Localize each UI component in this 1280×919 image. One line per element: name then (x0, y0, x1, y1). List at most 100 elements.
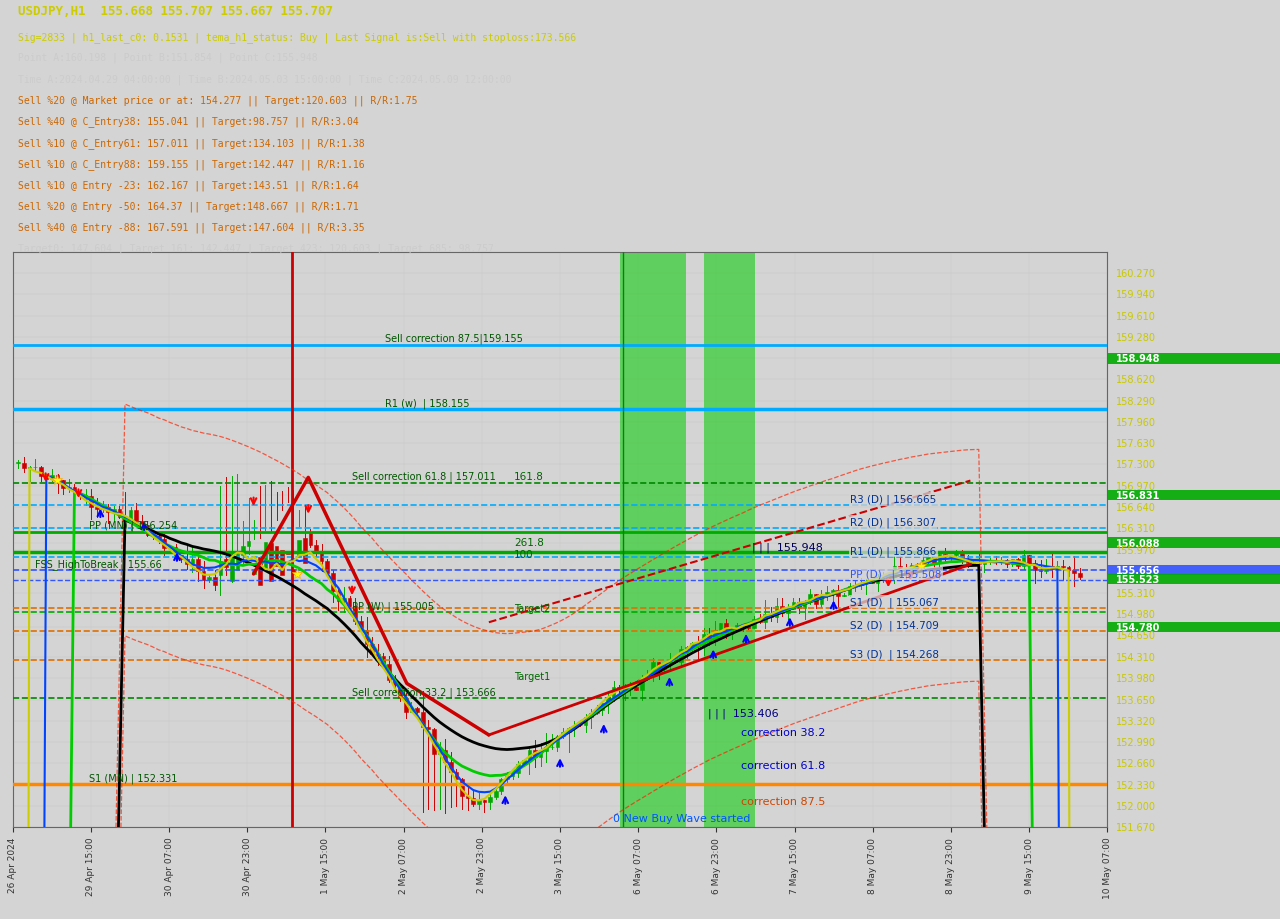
Bar (483, 800, 486, 802)
Bar (904, 570, 908, 574)
Bar (67, 487, 70, 489)
Bar (365, 630, 369, 644)
Bar (572, 725, 576, 729)
Bar (837, 591, 840, 596)
Bar (948, 556, 952, 557)
Bar (516, 764, 520, 774)
Text: MARKETZI TRADE: MARKETZI TRADE (300, 542, 820, 595)
Bar (494, 790, 498, 798)
Bar (433, 730, 435, 754)
Bar (876, 578, 879, 584)
Bar (730, 630, 733, 634)
Text: 155.970: 155.970 (1116, 546, 1156, 555)
Bar (652, 663, 655, 675)
Bar (882, 575, 884, 578)
Text: 157.960: 157.960 (1116, 417, 1156, 427)
Bar (1005, 561, 1009, 564)
Bar (511, 774, 515, 776)
Text: Sell %20 @ Entry -50: 164.37 || Target:148.667 || R/R:1.71: Sell %20 @ Entry -50: 164.37 || Target:1… (18, 201, 358, 211)
Bar (454, 772, 458, 779)
Bar (704, 253, 755, 827)
Bar (101, 508, 105, 509)
Bar (758, 619, 762, 622)
Bar (443, 750, 447, 762)
Bar (617, 687, 621, 689)
Bar (292, 570, 296, 574)
Bar (763, 614, 767, 622)
Text: 155.656: 155.656 (1116, 566, 1160, 575)
Bar (870, 581, 874, 584)
Bar (937, 554, 941, 563)
Bar (320, 552, 324, 562)
Bar (184, 559, 188, 564)
Text: 158.620: 158.620 (1116, 375, 1156, 385)
Text: 154.980: 154.980 (1116, 609, 1156, 619)
Bar (628, 686, 632, 689)
Bar (662, 664, 666, 669)
Bar (404, 698, 407, 712)
Bar (241, 546, 244, 555)
Text: Sell %10 @ C_Entry88: 159.155 || Target:142.447 || R/R:1.16: Sell %10 @ C_Entry88: 159.155 || Target:… (18, 159, 365, 170)
Bar (774, 606, 778, 618)
Text: 152.990: 152.990 (1116, 737, 1156, 747)
Bar (22, 463, 26, 468)
Bar (95, 507, 99, 509)
Bar (797, 603, 801, 608)
Text: 159.280: 159.280 (1116, 333, 1156, 343)
Bar (1061, 566, 1065, 568)
Bar (965, 561, 969, 563)
Bar (297, 540, 301, 557)
Bar (943, 554, 947, 557)
Bar (1016, 559, 1020, 566)
Text: 153.320: 153.320 (1116, 716, 1156, 726)
Text: S1 (MN) | 152.331: S1 (MN) | 152.331 (90, 773, 178, 783)
Bar (556, 736, 559, 747)
Bar (140, 522, 143, 526)
Bar (1044, 566, 1048, 572)
Bar (701, 634, 705, 647)
Bar (118, 510, 122, 517)
Bar (38, 467, 42, 477)
Bar (753, 619, 756, 628)
Text: USDJPY,H1  155.668 155.707 155.667 155.707: USDJPY,H1 155.668 155.707 155.667 155.70… (18, 5, 333, 17)
Bar (78, 494, 82, 496)
Bar (640, 679, 644, 690)
Bar (696, 643, 700, 647)
Bar (332, 573, 334, 592)
Bar (477, 800, 481, 804)
Bar (308, 533, 312, 546)
Text: 156.970: 156.970 (1116, 482, 1156, 491)
Text: R1 (D) | 155.866: R1 (D) | 155.866 (850, 546, 936, 556)
Bar (920, 561, 924, 570)
Bar (708, 634, 710, 641)
Bar (314, 546, 317, 552)
Text: 153.650: 153.650 (1116, 695, 1156, 705)
Text: 154.650: 154.650 (1116, 630, 1156, 641)
Bar (854, 585, 858, 586)
Bar (769, 614, 773, 618)
Bar (680, 650, 682, 662)
Bar (791, 603, 795, 609)
Bar (488, 798, 492, 802)
Bar (960, 552, 964, 561)
Bar (803, 601, 806, 608)
Bar (527, 751, 531, 760)
Bar (1056, 566, 1059, 569)
Bar (50, 475, 54, 480)
Text: 159.940: 159.940 (1116, 290, 1156, 301)
Bar (842, 595, 846, 596)
Bar (589, 713, 593, 718)
Text: 158.290: 158.290 (1116, 396, 1156, 406)
Bar (534, 751, 536, 757)
Bar (864, 581, 868, 584)
Bar (466, 796, 470, 798)
Text: 155.523: 155.523 (1116, 574, 1160, 584)
Bar (600, 704, 604, 710)
Bar (426, 727, 430, 730)
Bar (303, 539, 306, 563)
Bar (471, 798, 475, 804)
Text: 156.310: 156.310 (1116, 524, 1156, 534)
Bar (972, 563, 975, 564)
Bar (1078, 573, 1082, 577)
Bar (269, 544, 273, 582)
